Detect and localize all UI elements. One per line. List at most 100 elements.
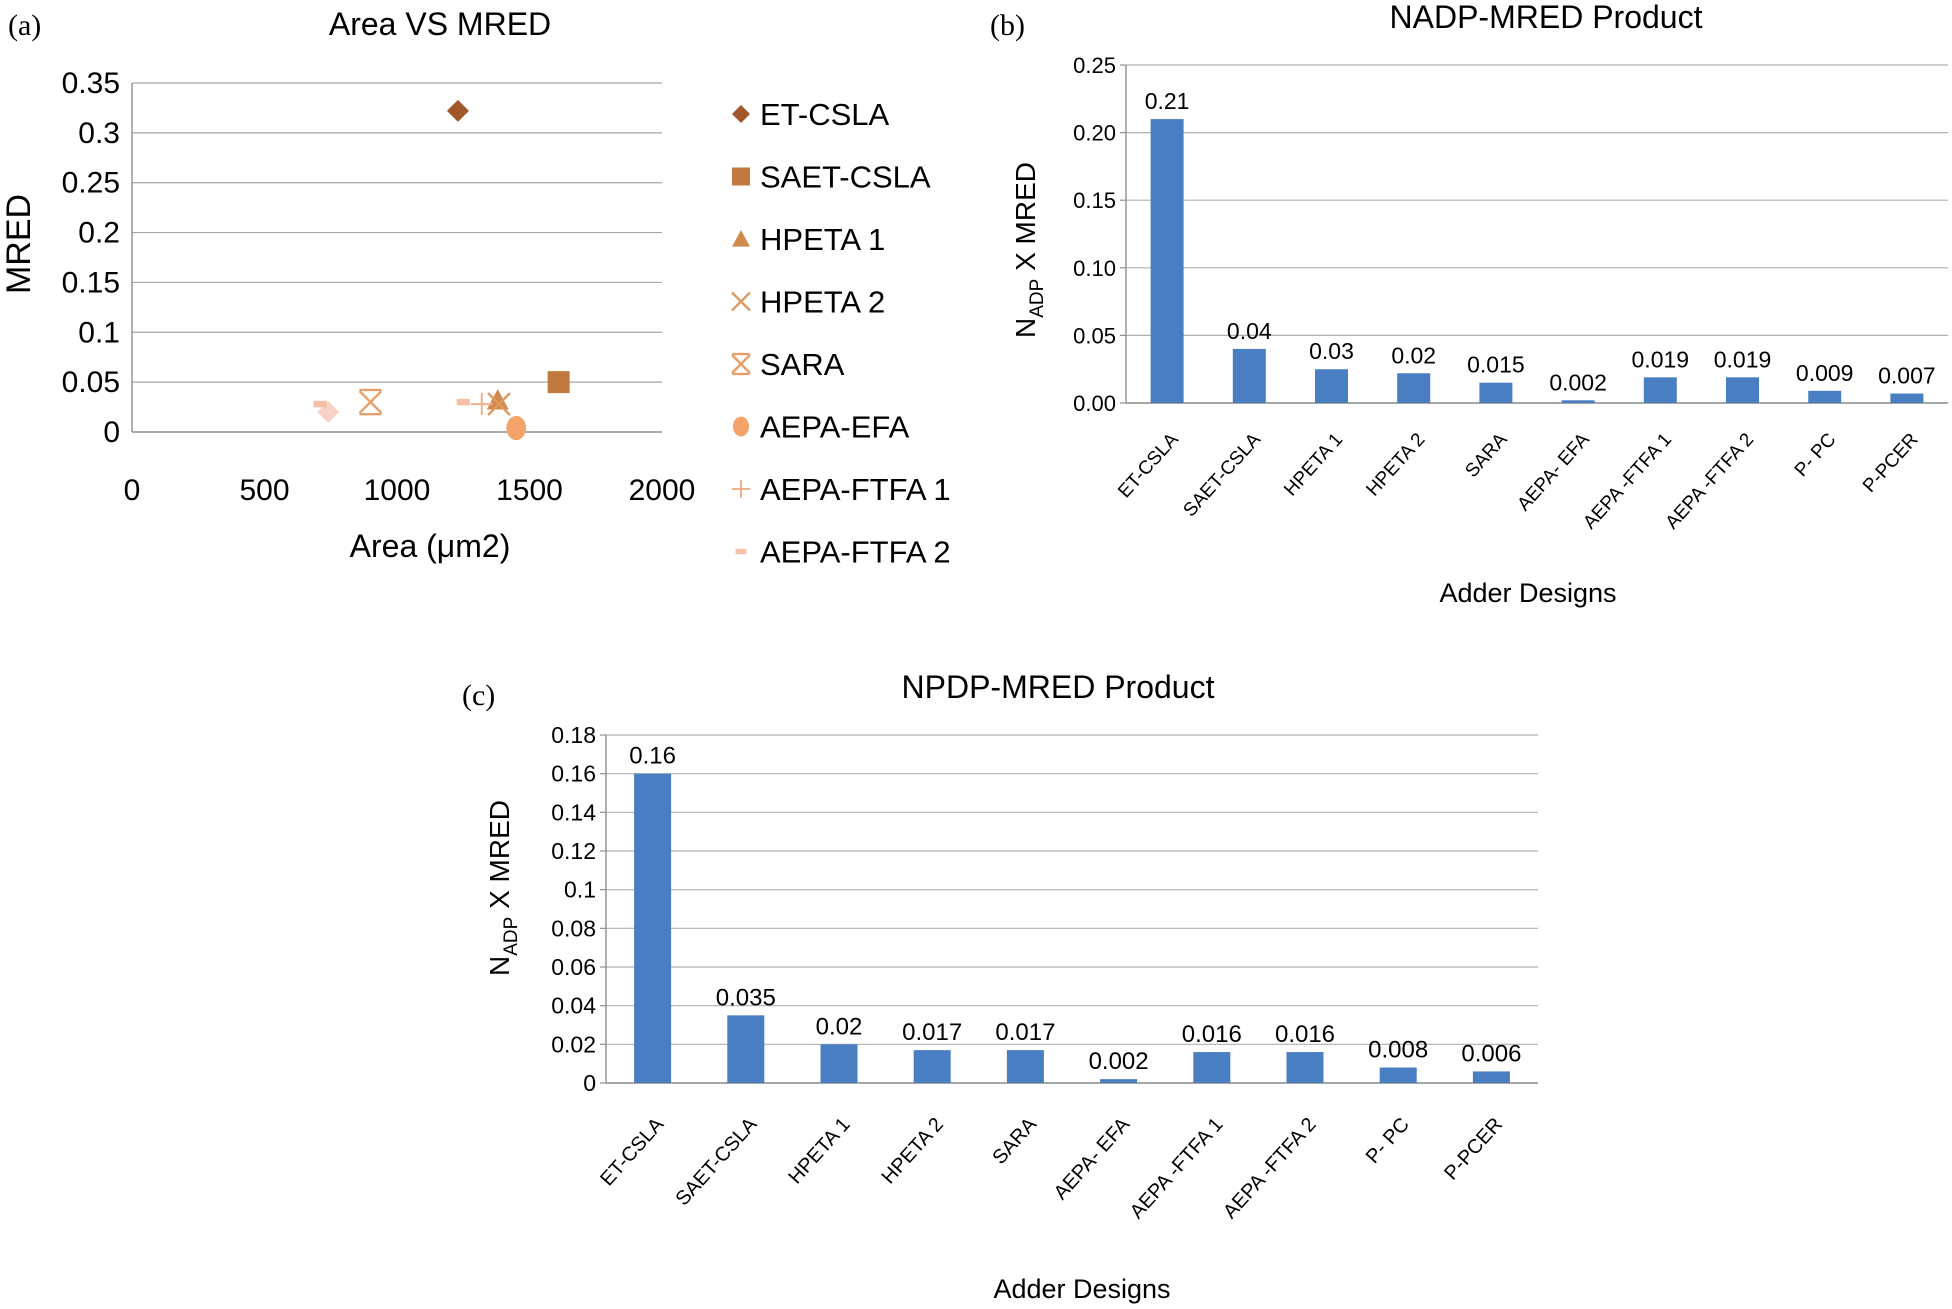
chart-a-legend-marker xyxy=(735,548,747,555)
chart-c-data-label: 0.16 xyxy=(629,743,676,770)
chart-a-legend-label: ET-CSLA xyxy=(760,97,890,132)
chart-a-legend-label: HPETA 2 xyxy=(760,285,885,320)
chart-a-gridlines xyxy=(131,82,662,433)
chart-a-legend-marker xyxy=(731,352,751,376)
chart-a-title: Area VS MRED xyxy=(329,6,551,42)
chart-c-category-label: P- PC xyxy=(1362,1114,1414,1168)
chart-b-category-label: ET-CSLA xyxy=(1114,429,1183,502)
chart-b-bar xyxy=(1890,393,1924,403)
chart-c-category-label: P-PCER xyxy=(1440,1114,1507,1185)
chart-a-point xyxy=(470,393,493,416)
chart-a-x-tick: 2000 xyxy=(629,474,696,507)
chart-b-category-label: SAET-CSLA xyxy=(1179,429,1265,521)
chart-b-title: NADP-MRED Product xyxy=(1390,0,1703,35)
chart-c-y-tick: 0.02 xyxy=(551,1031,596,1057)
chart-a-legend-label: SARA xyxy=(760,347,845,382)
chart-b-data-labels: 0.21 0.04 0.03 0.02 0.015 0.002 0.019 0.019 0.00… xyxy=(1145,88,1936,395)
chart-c-bar xyxy=(1472,1071,1510,1083)
chart-c-data-label: 0.006 xyxy=(1461,1040,1521,1067)
chart-c-data-label: 0.017 xyxy=(995,1019,1055,1046)
chart-a-legend: ET-CSLA SAET-CSLA HPETA 1 HPETA 2 SARA AEPA-E… xyxy=(731,97,951,570)
chart-b-bar xyxy=(1397,373,1431,403)
chart-a-ylabel: MRED xyxy=(0,194,38,294)
chart-b-y-tick: 0.05 xyxy=(1073,323,1116,348)
chart-b-category-label: AEPA -FTFA 1 xyxy=(1579,429,1676,533)
chart-c-y-tick: 0.1 xyxy=(564,877,596,903)
chart-a-x-ticks: 0 500 1000 1500 2000 xyxy=(124,474,696,507)
chart-a-y-tick: 0.15 xyxy=(62,266,120,299)
chart-a-legend-label: AEPA-FTFA 1 xyxy=(760,472,951,507)
chart-b-bar xyxy=(1479,382,1513,403)
chart-b-data-label: 0.019 xyxy=(1632,346,1690,372)
chart-c-y-tick: 0.06 xyxy=(551,954,596,980)
panel-c-bar-chart: (c) NPDP-MRED Product NADP X MRED Adder … xyxy=(462,669,1538,1304)
chart-b-category-label: SARA xyxy=(1461,429,1511,482)
chart-b-y-ticks: 0.00 0.05 0.10 0.15 0.20 0.25 xyxy=(1073,53,1116,416)
panel-c-label: (c) xyxy=(462,679,495,712)
chart-c-xlabel: Adder Designs xyxy=(993,1274,1170,1304)
chart-b-category-label: AEPA- EFA xyxy=(1513,429,1594,515)
chart-b-bar xyxy=(1150,119,1184,403)
chart-a-x-tick: 1500 xyxy=(496,474,563,507)
chart-c-ylabel-tail: X MRED xyxy=(484,800,515,917)
chart-c-category-label: AEPA -FTFA 2 xyxy=(1219,1114,1321,1223)
chart-c-y-tick: 0.08 xyxy=(551,915,596,941)
chart-b-data-label: 0.009 xyxy=(1796,360,1854,386)
chart-b-y-tick: 0.00 xyxy=(1073,391,1116,416)
chart-c-category-label: AEPA- EFA xyxy=(1050,1113,1135,1204)
chart-a-legend-label: SAET-CSLA xyxy=(760,160,931,195)
chart-b-bar xyxy=(1315,369,1348,403)
chart-b-xlabel: Adder Designs xyxy=(1439,578,1616,608)
chart-c-y-tick: 0.14 xyxy=(551,799,596,825)
panel-b-bar-chart: (b) NADP-MRED Product NADP X MRED Adder … xyxy=(990,0,1948,608)
panel-b-label: (b) xyxy=(990,9,1025,42)
chart-a-y-tick: 0.1 xyxy=(78,316,120,349)
chart-c-bar xyxy=(727,1015,765,1083)
chart-a-y-tick: 0.3 xyxy=(78,117,120,150)
chart-a-points xyxy=(313,99,570,441)
chart-a-point xyxy=(547,371,570,394)
chart-b-ylabel: NADP X MRED xyxy=(1010,162,1048,338)
chart-c-ylabel-main: N xyxy=(484,956,515,976)
chart-b-ylabel-sub: ADP xyxy=(1027,279,1048,318)
chart-b-bar xyxy=(1561,400,1595,403)
chart-c-y-tick: 0.16 xyxy=(551,761,596,787)
chart-a-y-tick: 0.35 xyxy=(62,67,120,100)
chart-c-bar xyxy=(1100,1079,1138,1083)
chart-a-legend-marker xyxy=(732,480,750,498)
chart-c-category-label: AEPA -FTFA 1 xyxy=(1126,1114,1228,1223)
chart-b-data-label: 0.015 xyxy=(1467,352,1525,378)
chart-c-ylabel-sub: ADP xyxy=(501,917,522,956)
chart-b-bar xyxy=(1808,390,1842,403)
chart-c-bars xyxy=(634,773,1510,1083)
chart-c-data-labels: 0.16 0.035 0.02 0.017 0.017 0.002 0.016 0.016 0.… xyxy=(629,743,1521,1075)
chart-c-data-label: 0.02 xyxy=(816,1013,863,1040)
chart-b-y-tick: 0.25 xyxy=(1073,53,1116,78)
chart-a-point xyxy=(358,388,383,416)
chart-c-bar xyxy=(1006,1050,1044,1083)
chart-b-data-label: 0.03 xyxy=(1309,338,1354,364)
chart-b-category-label: AEPA -FTFA 2 xyxy=(1662,429,1759,533)
chart-c-y-tick: 0 xyxy=(583,1070,596,1096)
chart-b-category-label: HPETA 1 xyxy=(1280,429,1347,500)
chart-c-data-label: 0.016 xyxy=(1182,1021,1242,1048)
chart-b-bars xyxy=(1150,119,1924,403)
chart-c-y-ticks: 0 0.02 0.04 0.06 0.08 0.1 0.12 0.14 0.16 0.18 xyxy=(551,722,596,1096)
chart-b-ylabel-main: N xyxy=(1010,318,1041,338)
chart-c-y-tick: 0.12 xyxy=(551,838,596,864)
chart-b-category-label: P-PCER xyxy=(1859,429,1923,496)
panel-a-label: (a) xyxy=(8,9,41,42)
chart-c-ylabel: NADP X MRED xyxy=(484,800,522,976)
chart-c-category-label: SAET-CSLA xyxy=(672,1113,762,1210)
chart-c-data-label: 0.017 xyxy=(902,1019,962,1046)
chart-a-y-tick: 0.25 xyxy=(62,167,120,200)
chart-a-legend-label: AEPA-EFA xyxy=(760,410,910,445)
chart-c-data-label: 0.008 xyxy=(1368,1037,1428,1064)
chart-a-point xyxy=(506,415,527,441)
chart-a-point xyxy=(446,99,469,122)
chart-a-y-tick: 0.2 xyxy=(78,217,120,250)
chart-a-legend-marker xyxy=(732,230,750,247)
